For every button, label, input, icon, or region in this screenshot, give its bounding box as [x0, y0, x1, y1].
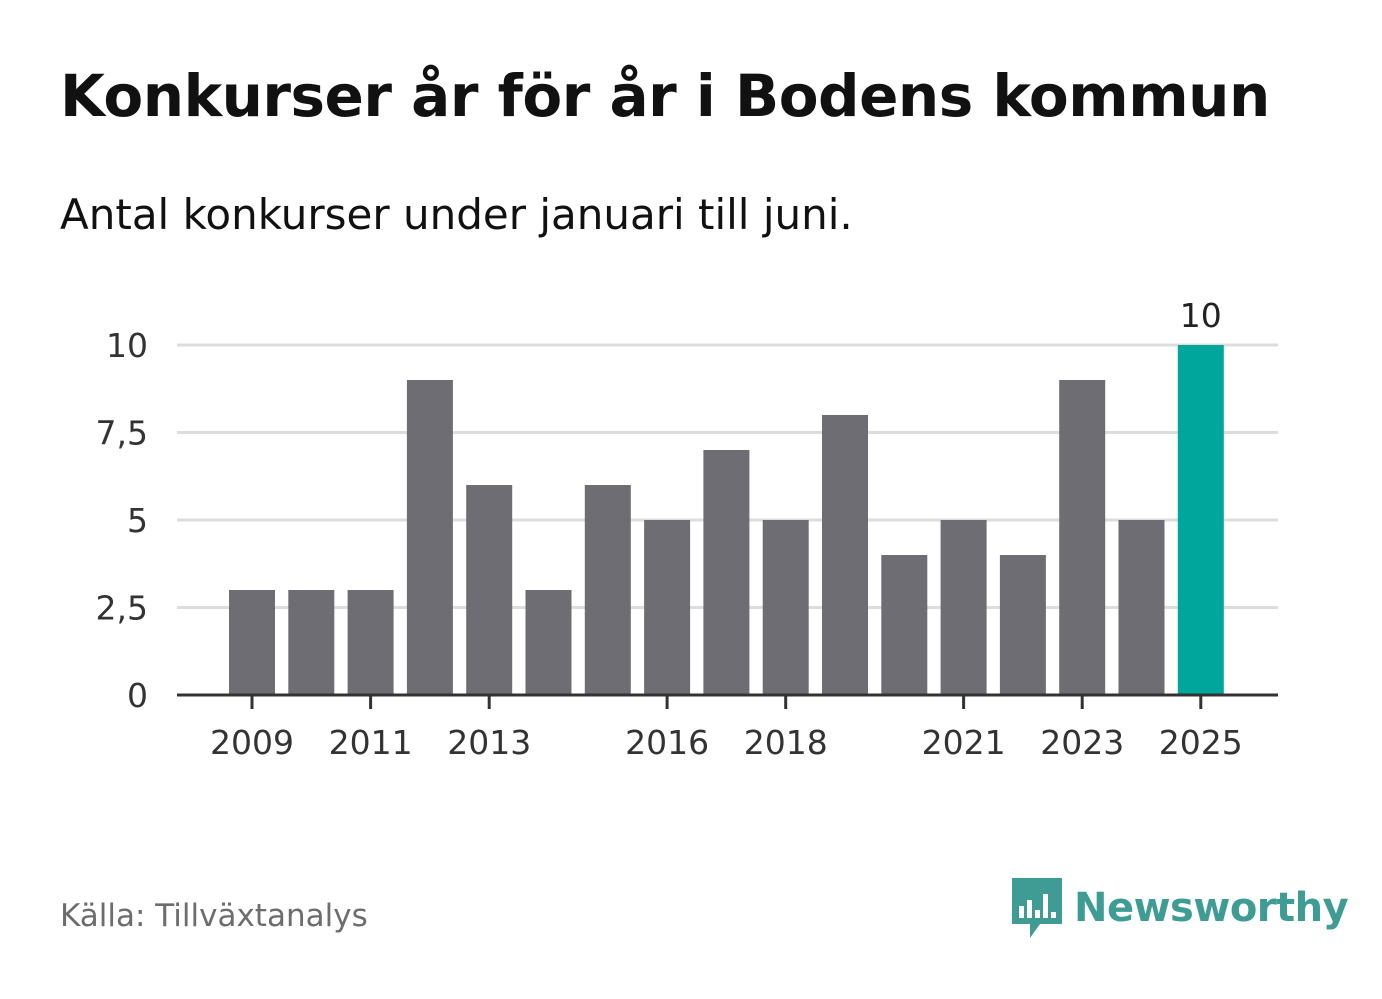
source-note: Källa: Tillväxtanalys: [60, 898, 368, 934]
bar-2014: [525, 590, 572, 695]
bar-2017: [703, 450, 750, 695]
x-tick-label: 2013: [447, 723, 531, 762]
bar-2010: [288, 590, 335, 695]
bar-2023: [1059, 380, 1106, 695]
bar-2020: [881, 555, 928, 695]
bar-2011: [347, 590, 394, 695]
newsworthy-logo: Newsworthy: [1010, 876, 1349, 940]
x-tick-label: 2016: [625, 723, 709, 762]
x-tick-label: 2021: [922, 723, 1006, 762]
bars: [229, 345, 1224, 695]
x-tick-label: 2023: [1040, 723, 1124, 762]
bar-2019: [822, 415, 868, 695]
bar-2015: [584, 485, 631, 695]
chart-subtitle: Antal konkurser under januari till juni.: [60, 190, 853, 239]
bar-2025: [1177, 345, 1224, 695]
bar-2012: [406, 380, 453, 695]
bar-2024: [1118, 520, 1165, 695]
bar-2018: [762, 520, 809, 695]
x-tick-label: 2018: [744, 723, 828, 762]
x-tick-label: 2025: [1159, 723, 1243, 762]
logo-text: Newsworthy: [1074, 885, 1349, 931]
axes: [177, 693, 1278, 709]
bar-2013: [466, 485, 513, 695]
y-tick-label: 7,5: [96, 414, 148, 453]
y-tick-label: 10: [106, 326, 148, 365]
x-tick-label: 2009: [210, 723, 294, 762]
labels: 0 2,5 5 7,5 10 2009 2011 2013 2016 2018 2021 2023 20…: [96, 296, 1243, 762]
y-tick-label: 5: [127, 501, 148, 540]
y-tick-label: 2,5: [96, 589, 148, 628]
y-tick-label: 0: [127, 676, 148, 715]
data-label: 10: [1180, 296, 1222, 335]
chart-title: Konkurser år för år i Bodens kommun: [60, 62, 1270, 130]
bar-2009: [229, 590, 275, 695]
bar-2016: [644, 520, 691, 695]
bar-2022: [999, 555, 1046, 695]
bar-2021: [940, 520, 987, 695]
newsworthy-bars-icon: [1012, 878, 1062, 938]
x-tick-label: 2011: [329, 723, 413, 762]
